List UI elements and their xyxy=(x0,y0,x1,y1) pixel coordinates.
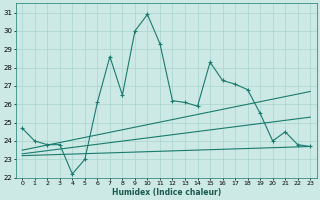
X-axis label: Humidex (Indice chaleur): Humidex (Indice chaleur) xyxy=(112,188,221,197)
